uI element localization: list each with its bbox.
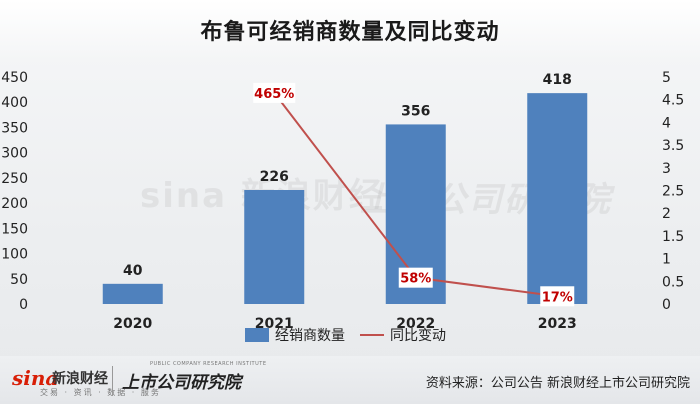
- chart-title: 布鲁可经销商数量及同比变动: [200, 20, 500, 45]
- bar: [527, 93, 588, 305]
- footer: sina 新浪财经 交易 · 资讯 · 数据 · 服务 PUBLIC COMPA…: [0, 356, 700, 404]
- title-bar: 布鲁可经销商数量及同比变动: [0, 0, 700, 60]
- sina-logo-subtext: 交易 · 资讯 · 数据 · 服务: [40, 388, 161, 397]
- source-note: 资料来源：公司公告 新浪财经上市公司研究院: [425, 376, 690, 391]
- logo-divider: [112, 366, 113, 396]
- y-left-tick-label: 50: [10, 272, 28, 288]
- y-left-tick-label: 300: [1, 146, 28, 162]
- x-tick-label: 2023: [538, 316, 577, 332]
- y-right-tick-label: 4.5: [662, 93, 684, 109]
- y-right-tick-label: 3.5: [662, 138, 684, 154]
- x-tick-label: 2022: [396, 316, 435, 332]
- legend-label-bar: 经销商数量: [275, 328, 345, 344]
- yoy-label-box: [398, 267, 433, 288]
- yoy-label-box: [253, 82, 296, 103]
- yoy-label-box: [540, 286, 575, 307]
- institute-logo-subtext: PUBLIC COMPANY RESEARCH INSTITUTE: [150, 361, 267, 367]
- y-right-tick-label: 1.5: [662, 229, 684, 245]
- y-right-tick-label: 3: [662, 161, 671, 177]
- y-right-tick-label: 1: [662, 252, 671, 268]
- y-left-tick-label: 250: [1, 171, 28, 187]
- yoy-value-label: 58%: [400, 272, 431, 287]
- bar-value-label: 418: [543, 72, 572, 88]
- y-right-tick-label: 5: [662, 70, 671, 86]
- y-right-tick-label: 2.5: [662, 184, 684, 200]
- bar-value-label: 40: [123, 263, 143, 279]
- institute-logo: 上市公司研究院: [122, 373, 241, 393]
- x-tick-label: 2020: [113, 316, 152, 332]
- yoy-value-label: 17%: [542, 290, 573, 305]
- bar-value-label: 226: [260, 169, 289, 185]
- y-left-tick-label: 450: [1, 70, 28, 86]
- y-left-tick-label: 0: [19, 297, 28, 313]
- legend-label-line: 同比变动: [390, 328, 446, 344]
- y-left-tick-label: 400: [1, 95, 28, 111]
- y-left-tick-label: 150: [1, 221, 28, 237]
- sina-logo: sina: [12, 366, 59, 390]
- yoy-value-label: 465%: [254, 87, 294, 102]
- y-left-tick-label: 350: [1, 120, 28, 136]
- bar: [102, 283, 163, 304]
- y-right-tick-label: 0: [662, 297, 671, 313]
- y-left-tick-label: 100: [1, 247, 28, 263]
- y-right-tick-label: 4: [662, 115, 671, 131]
- bar: [244, 189, 305, 304]
- y-right-tick-label: 2: [662, 206, 671, 222]
- legend-swatch-bar: [245, 328, 269, 342]
- y-left-tick-label: 200: [1, 196, 28, 212]
- y-right-tick-label: 0.5: [662, 274, 684, 290]
- sina-logo-text: 新浪财经: [52, 371, 108, 387]
- chart-plot: 0 50 100 150 200 250 300 350 400 450 0 0.5 1 1.5 2 2.5 3…: [1, 70, 684, 344]
- bar-value-label: 356: [401, 103, 430, 119]
